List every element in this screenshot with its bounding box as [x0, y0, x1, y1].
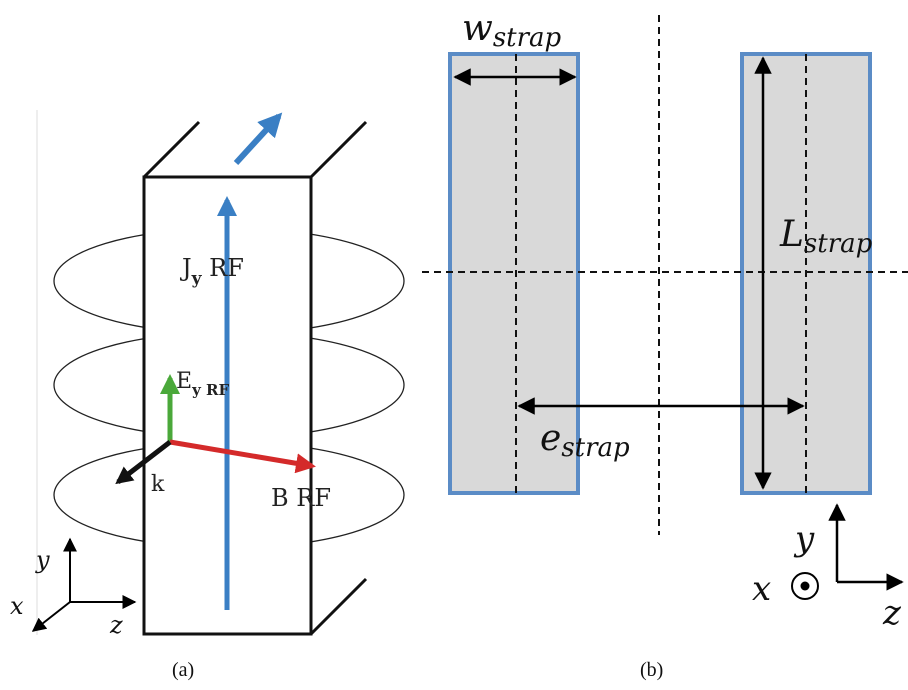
- panel-a-x-axis: [31, 601, 71, 632]
- panel-a-caption: (a): [172, 659, 194, 681]
- panel-b-z-axis-label: z: [882, 593, 902, 633]
- bfield-arrow: [169, 439, 316, 474]
- wave-vector-label: k: [151, 472, 165, 497]
- width-label: wstrap: [462, 8, 562, 53]
- panel-b-y-axis-label: y: [793, 519, 815, 559]
- panel-b-caption: (b): [640, 659, 663, 681]
- left-strap: [448, 52, 580, 495]
- box-edge-top-right: [309, 120, 368, 179]
- box-edge-top-left: [142, 120, 201, 179]
- out-of-page-circle-icon: [791, 572, 819, 600]
- panel-b-x-axis-label: x: [752, 569, 771, 609]
- out-of-page-dot-icon: [800, 581, 810, 591]
- panel-a-y-axis-label: y: [35, 546, 50, 574]
- wave-vector-arrow: [115, 440, 172, 485]
- current-direction-arrow: [233, 112, 283, 166]
- bfield-label: B RF: [271, 484, 331, 512]
- length-label: Lstrap: [779, 214, 873, 259]
- x-out-of-page-symbol: [791, 572, 819, 600]
- panel-a: Jy RF Ey RF k B RF y x z (a): [10, 110, 405, 681]
- panel-a-axes: [31, 537, 137, 632]
- panel-a-x-axis-label: x: [10, 592, 24, 620]
- panel-b: wstrap Lstrap estrap y x z (b): [422, 8, 908, 681]
- panel-a-z-axis-label: z: [109, 611, 123, 639]
- current-label: Jy RF: [179, 254, 244, 289]
- separation-label: estrap: [540, 418, 630, 463]
- efield-label: Ey RF: [176, 369, 229, 399]
- box-edge-bottom-right: [309, 577, 368, 636]
